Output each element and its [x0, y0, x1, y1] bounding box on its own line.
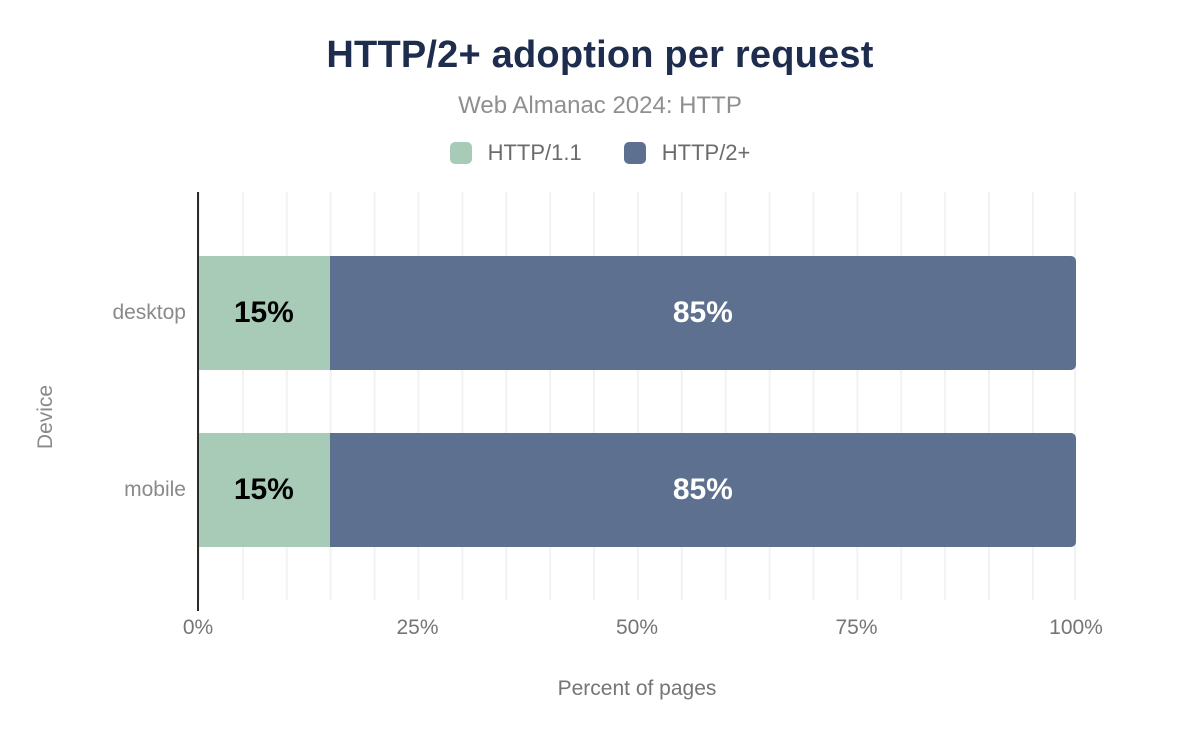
x-tick-25: 25%	[396, 616, 439, 639]
bar-value-label: 85%	[672, 473, 733, 506]
legend-item-http-1-1: HTTP/1.1	[449, 140, 582, 166]
legend-label: HTTP/1.1	[487, 140, 582, 165]
bar-segment-desktop-http-1-1: 15%	[198, 256, 330, 370]
bar-value-label: 85%	[672, 296, 733, 329]
legend: HTTP/1.1 HTTP/2+	[0, 140, 1200, 166]
legend-swatch-icon	[449, 142, 472, 164]
category-label-desktop: desktop	[112, 301, 186, 324]
x-tick-75: 75%	[835, 616, 878, 639]
chart-subtitle: Web Almanac 2024: HTTP	[458, 92, 742, 119]
legend-item-http-2-: HTTP/2+	[623, 140, 751, 166]
bar-segment-mobile-http-1-1: 15%	[198, 433, 330, 547]
x-tick-0: 0%	[182, 616, 214, 639]
x-tick-50: 50%	[615, 616, 659, 639]
gridline-100pct	[1074, 192, 1076, 600]
x-axis-title: Percent of pages	[557, 677, 717, 700]
bar-segment-desktop-http-2-: 85%	[329, 256, 1076, 370]
bar-value-label: 15%	[233, 296, 294, 329]
bar-row-mobile: 15% 85%	[198, 433, 1076, 547]
plot-area: 15% 85% 15% 85%	[198, 192, 1076, 600]
bar-row-desktop: 15% 85%	[198, 256, 1076, 370]
legend-label: HTTP/2+	[661, 140, 751, 165]
bar-segment-mobile-http-2-: 85%	[329, 433, 1076, 547]
x-axis-ticks: 0% 25% 50% 75% 100%	[183, 616, 1103, 642]
chart-title: HTTP/2+ adoption per request	[326, 34, 874, 76]
legend-swatch-icon	[623, 142, 646, 164]
x-tick-100: 100%	[1049, 616, 1103, 639]
bar-value-label: 15%	[233, 473, 294, 506]
y-axis-line	[197, 192, 199, 611]
category-label-mobile: mobile	[124, 478, 186, 501]
